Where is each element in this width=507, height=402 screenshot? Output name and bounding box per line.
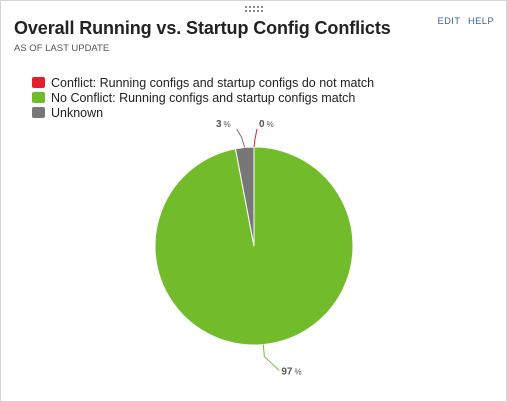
legend-item-unknown[interactable]: Unknown xyxy=(32,106,374,121)
help-link[interactable]: HELP xyxy=(467,16,494,27)
drag-handle[interactable] xyxy=(245,6,265,14)
edit-link[interactable]: EDIT xyxy=(437,16,461,27)
leader-line-conflict-running-configs xyxy=(253,128,258,148)
legend-item-no-conflict[interactable]: No Conflict: Running configs and startup… xyxy=(32,91,374,106)
widget-actions: EDIT HELP xyxy=(432,16,494,27)
widget-subtitle: AS OF LAST UPDATE xyxy=(14,43,110,54)
legend-swatch-conflict xyxy=(32,77,45,88)
legend-label-no-conflict: No Conflict: Running configs and startup… xyxy=(51,91,356,105)
legend-label-conflict: Conflict: Running configs and startup co… xyxy=(51,76,375,90)
leader-line-no-conflict-running-conf xyxy=(262,344,280,371)
legend-item-conflict[interactable]: Conflict: Running configs and startup co… xyxy=(32,76,374,91)
data-label-conflict-running-configs: 0% xyxy=(259,119,274,130)
data-label-no-conflict-running-conf: 97% xyxy=(281,367,301,378)
widget-title: Overall Running vs. Startup Config Confl… xyxy=(14,18,391,38)
chart-legend: Conflict: Running configs and startup co… xyxy=(32,76,374,121)
legend-swatch-unknown xyxy=(32,107,45,118)
pie-slice-unknown[interactable] xyxy=(234,146,255,247)
data-label-unknown: 3% xyxy=(216,119,231,130)
leader-line-unknown xyxy=(236,128,246,148)
legend-swatch-no-conflict xyxy=(32,92,45,103)
legend-label-unknown: Unknown xyxy=(51,106,104,120)
